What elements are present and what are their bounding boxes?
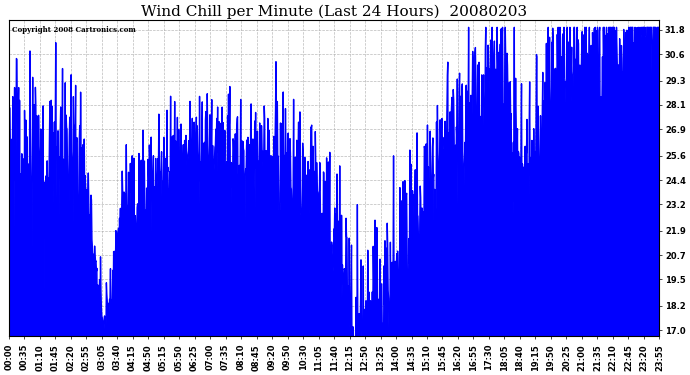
Title: Wind Chill per Minute (Last 24 Hours)  20080203: Wind Chill per Minute (Last 24 Hours) 20…	[141, 4, 527, 18]
Text: Copyright 2008 Cartronics.com: Copyright 2008 Cartronics.com	[12, 26, 136, 34]
